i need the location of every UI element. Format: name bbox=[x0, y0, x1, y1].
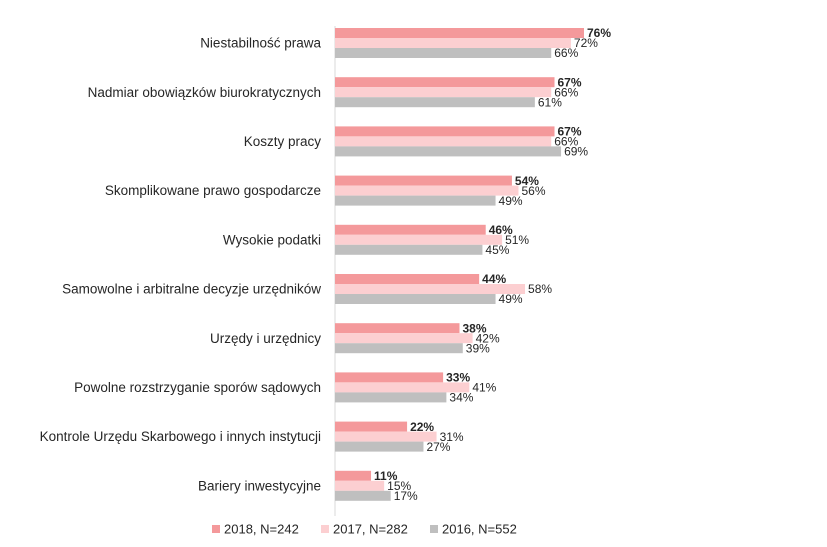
bar bbox=[335, 48, 552, 58]
data-label: 49% bbox=[499, 292, 523, 306]
data-label: 44% bbox=[482, 272, 506, 286]
data-label: 67% bbox=[558, 75, 582, 89]
bars-layer bbox=[335, 28, 584, 501]
data-label: 61% bbox=[538, 95, 562, 109]
bar bbox=[335, 490, 391, 501]
legend-swatch bbox=[212, 525, 220, 533]
legend-label: 2016, N=552 bbox=[442, 521, 517, 536]
data-label: 17% bbox=[394, 489, 418, 503]
bar bbox=[335, 175, 512, 186]
data-label: 54% bbox=[515, 174, 539, 188]
bar bbox=[335, 146, 562, 157]
bar bbox=[335, 224, 486, 235]
data-label: 66% bbox=[554, 85, 578, 99]
category-label: Skomplikowane prawo gospodarcze bbox=[105, 183, 321, 198]
data-label: 66% bbox=[554, 135, 578, 149]
bar bbox=[335, 87, 552, 98]
data-label: 34% bbox=[449, 391, 473, 405]
data-label: 42% bbox=[476, 331, 500, 345]
data-label: 38% bbox=[463, 321, 487, 335]
bar bbox=[335, 382, 470, 393]
legend-swatch bbox=[321, 525, 329, 533]
data-label: 11% bbox=[374, 469, 398, 483]
bar bbox=[335, 274, 480, 284]
bar bbox=[335, 28, 584, 38]
data-label: 31% bbox=[440, 430, 464, 444]
bar bbox=[335, 284, 526, 294]
bar bbox=[335, 421, 408, 432]
bar bbox=[335, 392, 447, 403]
category-label: Samowolne i arbitralne decyzje urzędnikó… bbox=[62, 282, 321, 297]
category-label: Niestabilność prawa bbox=[200, 36, 321, 51]
category-label: Urzędy i urzędnicy bbox=[210, 331, 321, 346]
data-label: 51% bbox=[505, 233, 529, 247]
bar bbox=[335, 480, 385, 491]
legend-label: 2017, N=282 bbox=[333, 521, 408, 536]
data-label: 41% bbox=[472, 381, 496, 395]
category-label: Kontrole Urzędu Skarbowego i innych inst… bbox=[40, 429, 321, 444]
data-label: 46% bbox=[489, 223, 513, 237]
data-label: 45% bbox=[485, 243, 509, 257]
category-label: Powolne rozstrzyganie sporów sądowych bbox=[74, 380, 321, 395]
data-label: 27% bbox=[426, 440, 450, 454]
bar bbox=[335, 234, 503, 245]
legend-swatch bbox=[430, 525, 438, 533]
bar bbox=[335, 470, 372, 481]
data-label: 22% bbox=[410, 420, 434, 434]
data-label: 76% bbox=[587, 26, 611, 40]
bar bbox=[335, 77, 555, 88]
legend: 2018, N=242 2017, N=282 2016, N=552 bbox=[212, 521, 517, 536]
bar bbox=[335, 294, 496, 304]
data-label: 69% bbox=[564, 145, 588, 159]
data-label: 33% bbox=[446, 371, 470, 385]
bar bbox=[335, 38, 571, 48]
category-label: Nadmiar obowiązków biurokratycznych bbox=[88, 85, 321, 100]
category-label: Koszty pracy bbox=[244, 134, 322, 149]
bar bbox=[335, 136, 552, 147]
bar bbox=[335, 372, 444, 383]
bar bbox=[335, 185, 519, 196]
data-label: 15% bbox=[387, 479, 411, 493]
bar bbox=[335, 195, 496, 206]
bar bbox=[335, 343, 463, 354]
data-label: 49% bbox=[499, 194, 523, 208]
data-label: 56% bbox=[521, 184, 545, 198]
bar bbox=[335, 244, 483, 255]
bar bbox=[335, 323, 460, 334]
bar bbox=[335, 441, 424, 452]
category-label: Bariery inwestycyjne bbox=[198, 478, 321, 493]
data-label: 72% bbox=[574, 36, 598, 50]
bar bbox=[335, 333, 473, 344]
data-label: 66% bbox=[554, 46, 578, 60]
data-label: 58% bbox=[528, 282, 552, 296]
bar bbox=[335, 97, 535, 108]
bar bbox=[335, 126, 555, 137]
category-label: Wysokie podatki bbox=[223, 232, 321, 247]
data-label: 67% bbox=[558, 125, 582, 139]
bar bbox=[335, 431, 437, 442]
legend-label: 2018, N=242 bbox=[224, 521, 299, 536]
data-label: 39% bbox=[466, 341, 490, 355]
